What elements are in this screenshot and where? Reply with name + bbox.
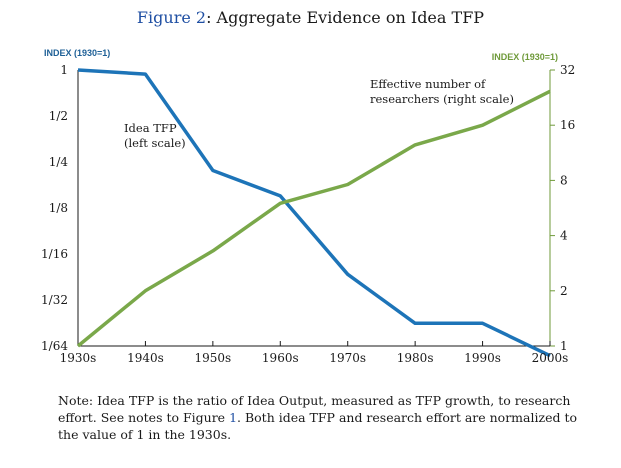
figure-title-text: : Aggregate Evidence on Idea TFP	[206, 8, 485, 27]
chart-series	[76, 68, 551, 358]
right-tick-label: 16	[560, 118, 575, 132]
right-tick-label: 8	[560, 173, 568, 187]
figure-title: Figure 2: Aggregate Evidence on Idea TFP	[0, 8, 621, 27]
right-tick-label: 4	[560, 229, 568, 243]
left-axis-title: INDEX (1930=1)	[44, 48, 110, 58]
note-text-end: . Both idea TFP and research effort are …	[58, 410, 577, 442]
right-tick-label: 1	[560, 339, 568, 353]
researchers-line	[76, 89, 551, 348]
figure-note: Note: Idea TFP is the ratio of Idea Outp…	[58, 392, 598, 443]
left-tick-label: 1	[60, 63, 68, 77]
x-tick-label: 1940s	[127, 351, 164, 365]
chart-labels: INDEX (1930=1) INDEX (1930=1) 1 1/2 1/4 1/8 1/…	[41, 48, 575, 365]
note-text-start: Note: Idea TFP is the ratio of Idea Outp…	[58, 393, 571, 425]
idea-tfp-annotation: Idea TFP (left scale)	[124, 121, 186, 150]
note-figure-ref: 1	[229, 410, 238, 425]
left-tick-label: 1/2	[49, 109, 68, 123]
x-tick-label: 1960s	[262, 351, 299, 365]
chart-axes	[77, 69, 555, 347]
right-axis-title: INDEX (1930=1)	[492, 52, 558, 62]
annotation-line: Effective number of	[370, 77, 486, 91]
annotation-line: Idea TFP	[124, 121, 177, 135]
x-tick-label: 1970s	[329, 351, 366, 365]
x-tick-label: 1950s	[195, 351, 232, 365]
right-tick-label: 2	[560, 284, 568, 298]
annotation-line: (left scale)	[124, 136, 186, 150]
left-tick-label: 1/8	[49, 201, 68, 215]
left-tick-label: 1/4	[49, 155, 69, 169]
x-tick-label: 2000s	[532, 351, 569, 365]
left-tick-label: 1/16	[41, 247, 68, 261]
researchers-annotation: Effective number of researchers (right sc…	[370, 77, 514, 106]
x-tick-label: 1930s	[60, 351, 97, 365]
left-tick-label: 1/32	[41, 293, 68, 307]
x-tick-label: 1990s	[464, 351, 501, 365]
figure-label: Figure 2	[136, 8, 207, 27]
left-tick-label: 1/64	[41, 339, 68, 353]
x-tick-label: 1980s	[397, 351, 434, 365]
right-tick-label: 32	[560, 63, 575, 77]
annotation-line: researchers (right scale)	[370, 92, 514, 106]
idea-tfp-line	[77, 68, 551, 358]
